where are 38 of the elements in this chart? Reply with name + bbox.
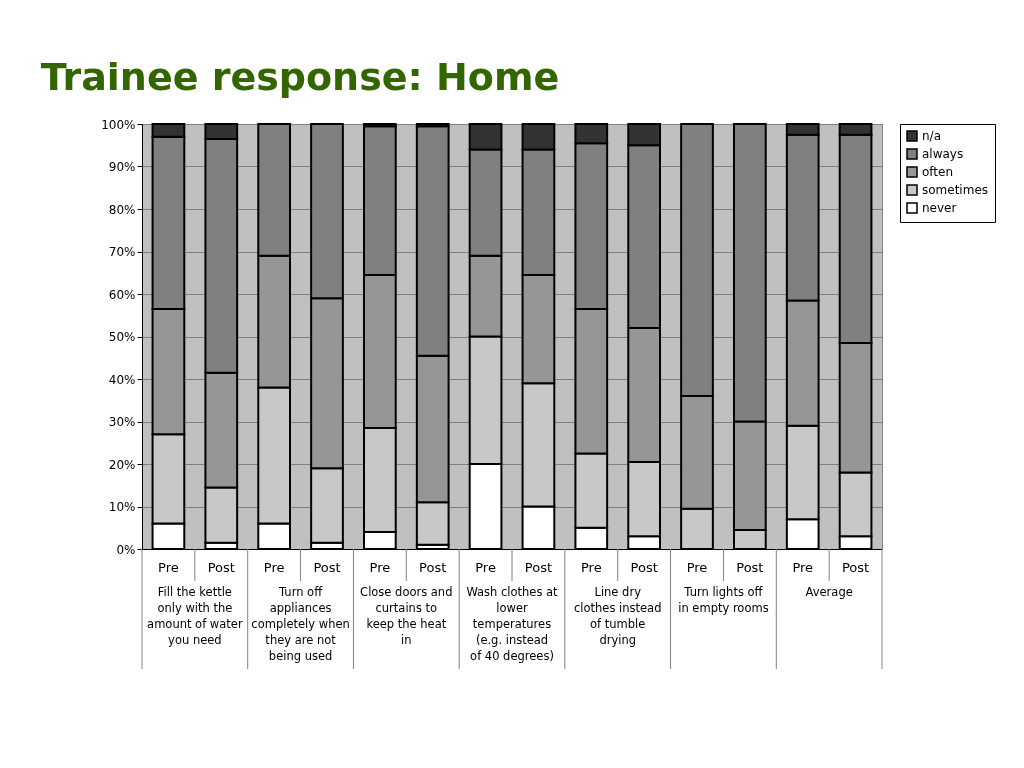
y-tick-label: 80% bbox=[108, 202, 136, 217]
x-tick-label: Post bbox=[524, 560, 553, 575]
y-tick-label: 100% bbox=[101, 117, 136, 132]
x-tick-label: Pre bbox=[369, 560, 391, 575]
x-tick-label: Post bbox=[841, 560, 870, 575]
legend-label: often bbox=[922, 165, 954, 179]
legend-label: sometimes bbox=[922, 183, 989, 197]
text: Line dry clothes instead of tumble drying bbox=[573, 585, 662, 647]
chart-title: Trainee response: Home bbox=[40, 55, 560, 99]
y-tick-label: 0% bbox=[116, 542, 136, 557]
x-tick-label: Post bbox=[419, 560, 447, 575]
x-tick-label: Pre bbox=[580, 560, 602, 575]
y-tick-label: 10% bbox=[108, 500, 136, 514]
text: Wash clothes at lower temperatures (e.g. instead of 40 degrees) bbox=[466, 585, 559, 663]
x-tick-label: Pre bbox=[475, 560, 496, 575]
text: Fill the kettle only with the amount of water you need bbox=[147, 585, 243, 647]
text: Turn lights off in empty rooms bbox=[678, 585, 769, 615]
x-tick-label: Pre bbox=[686, 560, 708, 575]
x-tick-label: Pre bbox=[263, 560, 285, 575]
legend-label: n/a bbox=[922, 129, 942, 143]
y-tick-label: 40% bbox=[108, 372, 136, 387]
y-tick-label: 90% bbox=[108, 160, 136, 174]
y-tick-label: 50% bbox=[108, 330, 136, 344]
text: Turn off appliances completely when they are not being used bbox=[251, 585, 350, 663]
y-tick-label: 20% bbox=[108, 457, 136, 472]
y-tick-label: 60% bbox=[108, 287, 136, 302]
x-tick-label: Post bbox=[207, 560, 235, 575]
legend-label: always bbox=[922, 147, 964, 161]
y-tick-label: 30% bbox=[108, 415, 136, 429]
x-tick-label: Post bbox=[736, 560, 764, 575]
y-tick-label: 70% bbox=[108, 245, 136, 259]
legend-label: never bbox=[922, 201, 957, 215]
x-tick-label: Pre bbox=[158, 560, 179, 575]
x-tick-label: Post bbox=[313, 560, 341, 575]
text: Close doors and curtains to keep the heat in bbox=[360, 585, 453, 647]
text: Average bbox=[805, 585, 853, 599]
x-tick-label: Post bbox=[630, 560, 658, 575]
x-tick-label: Pre bbox=[792, 560, 814, 575]
